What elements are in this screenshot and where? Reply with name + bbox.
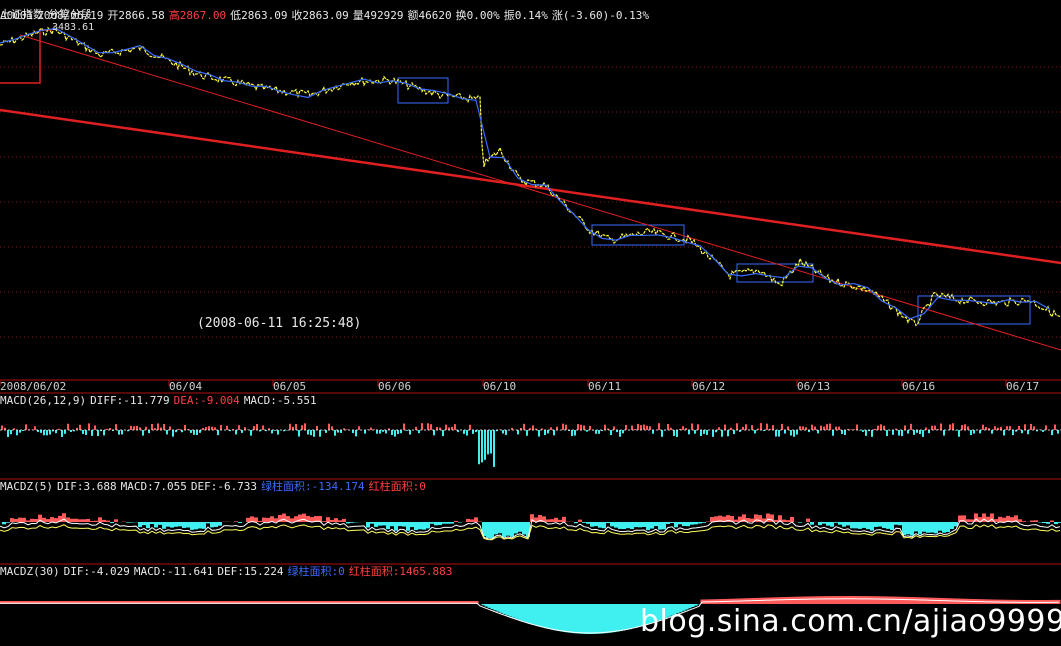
time-label: 06/04	[169, 380, 203, 393]
macdz5-red-area: 红柱面积:0	[368, 480, 426, 493]
volume-value: 量492929	[352, 9, 404, 22]
peak-label: 3483.61	[52, 22, 95, 33]
macd-header: MACD(26,12,9) DIFF:-11.779 DEA:-9.004 MACD:…	[0, 394, 321, 408]
symbol: A0001	[0, 9, 34, 22]
macdz5-macd: MACD:7.055	[120, 480, 187, 493]
amplitude-value: 振0.14%	[503, 9, 548, 22]
reference-step-line	[0, 29, 52, 84]
time-label: 06/10	[483, 380, 517, 393]
downtrend-line	[19, 34, 1061, 351]
macdz5-dea-line	[0, 524, 1061, 541]
macdz30-def: DEF:15.224	[217, 565, 284, 578]
time-label: 2008/06/02	[0, 380, 67, 393]
time-label: 06/05	[273, 380, 307, 393]
watermark: blog.sina.com.cn/ajiao9999	[640, 604, 1061, 639]
macd-diff: DIFF:-11.779	[90, 394, 170, 407]
macd-macd: MACD:-5.551	[243, 394, 317, 407]
chart-grid	[0, 66, 1061, 565]
time-label: 06/12	[692, 380, 726, 393]
price-line	[0, 26, 1061, 327]
turnover-value: 换0.00%	[455, 9, 500, 22]
time-label: 06/16	[902, 380, 936, 393]
macdz30-dif-line	[0, 598, 1060, 634]
macdz30-green-area: 绿柱面积:0	[287, 565, 345, 578]
quote-date: 2008/06/19	[37, 9, 104, 22]
macdz30-dif: DIF:-4.029	[63, 565, 130, 578]
consolidation-boxes	[397, 77, 1031, 325]
macdz5-header: MACDZ(5) DIF:3.688 MACD:7.055 DEF:-6.733 绿柱面…	[0, 480, 430, 494]
macd-dea: DEA:-9.004	[173, 394, 240, 407]
consolidation-box	[397, 77, 449, 104]
scale-note: 分笔分段	[48, 8, 92, 21]
stroke-segment-line	[0, 27, 1051, 320]
trend-lines	[0, 29, 1061, 351]
high-value: 高2867.00	[168, 9, 227, 22]
low-value: 低2863.09	[230, 9, 288, 22]
change-value: 涨(-3.60)-0.13%	[551, 9, 650, 22]
macdz5-name: MACDZ(5)	[0, 480, 53, 493]
macdz30-name: MACDZ(30)	[0, 565, 60, 578]
long-trend-line	[0, 108, 1061, 265]
indicator-panes	[0, 423, 1061, 634]
price-series	[0, 26, 1061, 327]
macdz5-def: DEF:-6.733	[190, 480, 258, 493]
time-label: 06/11	[588, 380, 622, 393]
quote-line: A0001 2008/06/19 开2866.58 高2867.00 低2863.09 收…	[0, 9, 653, 23]
macdz30-macd: MACD:-11.641	[133, 565, 214, 578]
open-value: 开2866.58	[107, 9, 165, 22]
time-label: 06/06	[378, 380, 412, 393]
macd-name: MACD(26,12,9)	[0, 394, 87, 407]
macdz5-green-area: 绿柱面积:-134.174	[261, 480, 365, 493]
macdz30-red-area: 红柱面积:1465.883	[348, 565, 453, 578]
time-label: 06/17	[1006, 380, 1040, 393]
index-name: 上证指数	[0, 8, 44, 21]
quote-header: 上证指数 分笔分段	[0, 8, 96, 22]
macdz30-header: MACDZ(30) DIF:-4.029 MACD:-11.641 DEF:15.22…	[0, 565, 456, 579]
amount-value: 额46620	[407, 9, 452, 22]
timestamp-label: (2008-06-11 16:25:48)	[197, 316, 362, 331]
time-label: 06/13	[797, 380, 831, 393]
consolidation-box	[591, 224, 685, 246]
macdz5-dif-line	[0, 518, 1061, 540]
close-value: 收2863.09	[291, 9, 349, 22]
macdz5-dif: DIF:3.688	[56, 480, 117, 493]
